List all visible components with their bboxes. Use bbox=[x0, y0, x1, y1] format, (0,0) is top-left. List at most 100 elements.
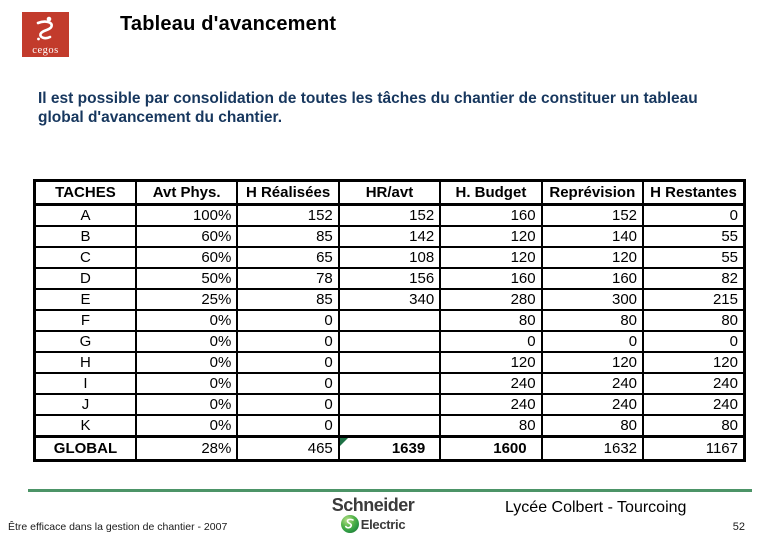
svg-text:cegos: cegos bbox=[32, 45, 58, 56]
table-cell: F bbox=[33, 309, 137, 332]
table-row: K 0% 0 80 80 80 bbox=[33, 414, 746, 438]
table-cell: 240 bbox=[540, 393, 645, 416]
table-cell: I bbox=[33, 372, 137, 395]
table-cell: 0 bbox=[642, 330, 746, 353]
table-cell: 80 bbox=[642, 309, 746, 332]
table-cell: 28% bbox=[134, 435, 239, 462]
global-row: GLOBAL 28% 465 1639 1600 1632 1167 bbox=[33, 435, 746, 462]
table-cell: 120 bbox=[439, 351, 543, 374]
table-cell: 0 bbox=[236, 330, 340, 353]
table-cell: 0% bbox=[134, 393, 239, 416]
table-cell: 120 bbox=[642, 351, 746, 374]
table-cell: 120 bbox=[540, 351, 645, 374]
table-cell: 340 bbox=[337, 288, 442, 311]
table-cell: C bbox=[33, 246, 137, 269]
table-cell: 120 bbox=[540, 246, 645, 269]
table-cell: 152 bbox=[540, 203, 645, 227]
table-cell: 0 bbox=[236, 372, 340, 395]
table-cell bbox=[337, 309, 442, 332]
table-cell: 55 bbox=[642, 225, 746, 248]
table-cell: 215 bbox=[642, 288, 746, 311]
table-cell bbox=[337, 393, 442, 416]
table-cell: 1600 bbox=[439, 435, 543, 462]
table-cell: A bbox=[33, 203, 137, 227]
table-cell: 0 bbox=[236, 393, 340, 416]
table-cell: 80 bbox=[439, 309, 543, 332]
table-cell: 0 bbox=[236, 414, 340, 438]
table-cell: 78 bbox=[236, 267, 340, 290]
column-header: TACHES bbox=[33, 179, 137, 206]
table-row: A 100% 152 152 160 152 0 bbox=[33, 203, 746, 227]
table-row: B 60% 85 142 120 140 55 bbox=[33, 225, 746, 248]
cegos-dancer-icon: cegos bbox=[32, 16, 58, 56]
table-cell: 0 bbox=[642, 203, 746, 227]
table-cell: 25% bbox=[134, 288, 239, 311]
progress-table-head-row: TACHES Avt Phys. H Réalisées HR/avt H. Budge… bbox=[33, 179, 746, 206]
table-cell: 55 bbox=[642, 246, 746, 269]
cegos-logo: cegos bbox=[22, 12, 69, 57]
column-header: Avt Phys. bbox=[134, 179, 239, 206]
table-cell: 120 bbox=[439, 246, 543, 269]
table-cell: D bbox=[33, 267, 137, 290]
schneider-electric-logo: Schneider Electric bbox=[316, 496, 430, 533]
table-cell: H bbox=[33, 351, 137, 374]
table-row: D 50% 78 156 160 160 82 bbox=[33, 267, 746, 290]
table-cell: 82 bbox=[642, 267, 746, 290]
table-cell: 100% bbox=[134, 203, 239, 227]
table-cell: 65 bbox=[236, 246, 340, 269]
table-cell: 80 bbox=[642, 414, 746, 438]
table-cell: 0% bbox=[134, 414, 239, 438]
intro-text: Il est possible par consolidation de tou… bbox=[38, 90, 698, 126]
table-cell: 240 bbox=[439, 372, 543, 395]
table-cell: 1632 bbox=[540, 435, 645, 462]
table-cell bbox=[337, 330, 442, 353]
table-cell: 160 bbox=[439, 203, 543, 227]
table-row: H 0% 0 120 120 120 bbox=[33, 351, 746, 374]
progress-table-body: A 100% 152 152 160 152 0 B 60% 85 142 120 140 55 C 60% 6… bbox=[33, 203, 746, 438]
column-header: Reprévision bbox=[540, 179, 645, 206]
table-cell: 60% bbox=[134, 225, 239, 248]
table-row: C 60% 65 108 120 120 55 bbox=[33, 246, 746, 269]
table-cell: 0% bbox=[134, 372, 239, 395]
table-cell: 160 bbox=[439, 267, 543, 290]
table-cell: 85 bbox=[236, 288, 340, 311]
table-cell: K bbox=[33, 414, 137, 438]
table-cell: 0 bbox=[236, 351, 340, 374]
table-cell: 0% bbox=[134, 351, 239, 374]
table-cell: 60% bbox=[134, 246, 239, 269]
table-cell: 240 bbox=[439, 393, 543, 416]
footer-credit: Être efficace dans la gestion de chantie… bbox=[8, 521, 228, 533]
table-cell: 240 bbox=[642, 372, 746, 395]
footer-divider bbox=[28, 489, 752, 492]
table-cell: 142 bbox=[337, 225, 442, 248]
table-cell: 160 bbox=[540, 267, 645, 290]
progress-table: TACHES Avt Phys. H Réalisées HR/avt H. Budge… bbox=[33, 179, 746, 462]
table-cell: 0% bbox=[134, 330, 239, 353]
table-cell: 0 bbox=[439, 330, 543, 353]
page-title: Tableau d'avancement bbox=[120, 13, 337, 35]
table-cell: 156 bbox=[337, 267, 442, 290]
table-cell: E bbox=[33, 288, 137, 311]
table-cell: 1167 bbox=[642, 435, 746, 462]
table-cell: 465 bbox=[236, 435, 340, 462]
table-cell: 85 bbox=[236, 225, 340, 248]
table-row: J 0% 0 240 240 240 bbox=[33, 393, 746, 416]
table-cell: 120 bbox=[439, 225, 543, 248]
table-cell: 80 bbox=[540, 414, 645, 438]
footer-school-name: Lycée Colbert - Tourcoing bbox=[505, 499, 687, 516]
table-cell: 300 bbox=[540, 288, 645, 311]
table-cell: 80 bbox=[439, 414, 543, 438]
table-row: G 0% 0 0 0 0 bbox=[33, 330, 746, 353]
table-cell: 0 bbox=[236, 309, 340, 332]
table-cell: B bbox=[33, 225, 137, 248]
table-cell: 0% bbox=[134, 309, 239, 332]
table-cell: J bbox=[33, 393, 137, 416]
table-cell bbox=[337, 372, 442, 395]
page-number: 52 bbox=[732, 521, 745, 533]
table-cell: 152 bbox=[337, 203, 442, 227]
column-header: HR/avt bbox=[337, 179, 442, 206]
table-cell: 240 bbox=[540, 372, 645, 395]
table-row: E 25% 85 340 280 300 215 bbox=[33, 288, 746, 311]
table-cell bbox=[337, 414, 442, 438]
table-row: F 0% 0 80 80 80 bbox=[33, 309, 746, 332]
